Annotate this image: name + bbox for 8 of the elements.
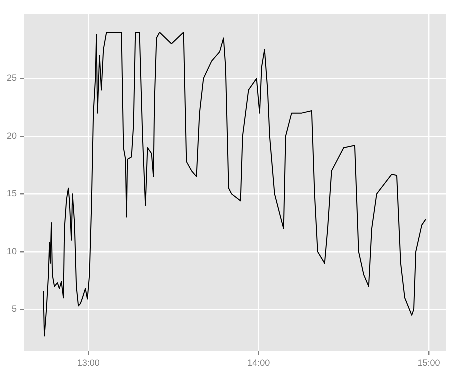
x-tick-label: 13:00 [77, 358, 100, 368]
x-tick-label: 14:00 [248, 358, 270, 368]
y-tick-label: 10 [6, 246, 18, 256]
y-tick-label: 5 [12, 304, 18, 314]
y-tick-label: 25 [6, 73, 18, 84]
x-tick-label: 15:00 [418, 358, 440, 368]
y-tick-label: 20 [6, 130, 18, 141]
y-tick-label: 15 [6, 188, 18, 199]
